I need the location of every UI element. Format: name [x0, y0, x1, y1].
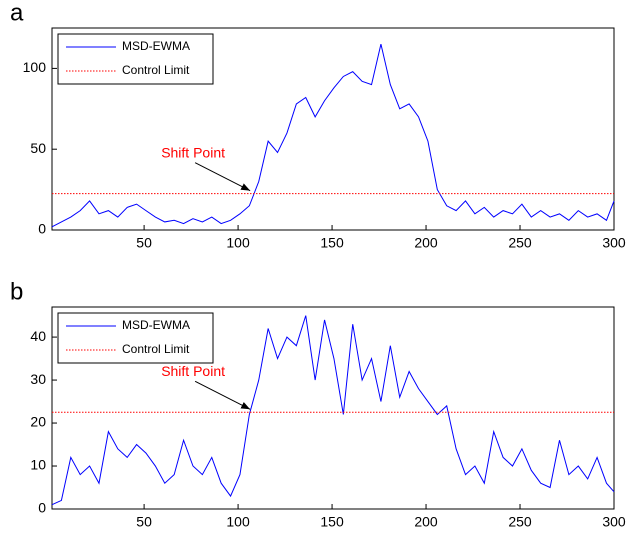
x-tick-label: 200 — [414, 514, 438, 530]
y-tick-label: 50 — [30, 140, 46, 156]
y-tick-label: 100 — [23, 59, 47, 75]
x-tick-label: 250 — [508, 514, 532, 530]
legend-box — [57, 312, 214, 364]
y-tick-label: 0 — [38, 500, 46, 516]
y-tick-label: 40 — [30, 328, 46, 344]
panel-label: b — [10, 278, 23, 305]
legend-label: Control Limit — [122, 63, 190, 77]
x-tick-label: 150 — [320, 235, 344, 251]
annotation-text: Shift Point — [161, 144, 225, 160]
x-tick-label: 50 — [136, 235, 152, 251]
y-tick-label: 30 — [30, 371, 46, 387]
x-tick-label: 300 — [602, 514, 626, 530]
y-tick-label: 10 — [30, 457, 46, 473]
x-tick-label: 50 — [136, 514, 152, 530]
x-tick-label: 250 — [508, 235, 532, 251]
legend-label: MSD-EWMA — [122, 318, 190, 332]
x-tick-label: 300 — [602, 235, 626, 251]
y-tick-label: 0 — [38, 221, 46, 237]
legend-box — [57, 33, 214, 85]
legend-label: MSD-EWMA — [122, 39, 190, 53]
y-tick-label: 20 — [30, 414, 46, 430]
panel-label: a — [10, 0, 24, 26]
x-tick-label: 150 — [320, 514, 344, 530]
legend-label: Control Limit — [122, 342, 190, 356]
annotation-arrow — [194, 162, 251, 192]
data-line — [51, 44, 615, 228]
x-tick-label: 100 — [226, 235, 250, 251]
annotation-text: Shift Point — [161, 363, 225, 379]
data-line — [51, 315, 615, 506]
annotation-arrow — [194, 380, 251, 410]
x-tick-label: 200 — [414, 235, 438, 251]
x-tick-label: 100 — [226, 514, 250, 530]
